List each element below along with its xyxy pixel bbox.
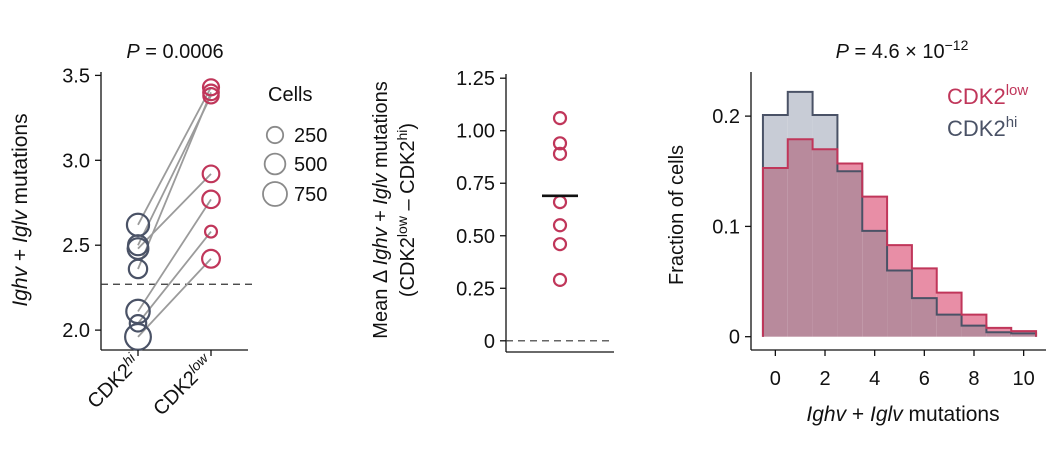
difference-point (552, 111, 568, 126)
pair-line (137, 258, 212, 338)
histogram-outline (761, 90, 1038, 337)
histogram-bar (986, 327, 1012, 333)
difference-point (552, 195, 568, 210)
histogram-overlap-bar (812, 149, 838, 337)
panel-paired-mutations: P = 0.0006 Ighv + Iglv mutations 2.0 2.5 3… (9, 41, 327, 420)
panel3-y-ticks: 0 0.1 0.2 (712, 106, 751, 349)
legend-label: 500 (294, 154, 327, 176)
panel-histogram: P = 4.6 × 10−12 Fraction of cells Ighv +… (666, 37, 1046, 426)
pair-line (137, 86, 212, 226)
y-tick-label: 3.0 (62, 150, 90, 172)
legend-label: 750 (294, 184, 327, 206)
histogram-bar (1011, 331, 1037, 334)
legend-entry-cdk2-hi: CDK2hi (947, 114, 1017, 141)
histogram-bar (911, 268, 937, 299)
x-tick-label: 8 (968, 368, 979, 390)
histogram-bar (961, 314, 987, 326)
hi-point (127, 258, 149, 280)
low-point (201, 78, 221, 97)
legend-marker (265, 125, 285, 145)
panel1-hi-points (124, 212, 152, 351)
y-tick-label: 2.0 (62, 320, 90, 342)
y-tick-label: 0.1 (712, 216, 740, 238)
pair-line (137, 173, 212, 250)
legend-marker (262, 181, 288, 207)
panel1-low-points (201, 78, 221, 269)
x-category-low: CDK2low (147, 349, 218, 420)
histogram-bars (762, 91, 1037, 337)
y-tick-label: 1.25 (456, 68, 495, 90)
histogram-bar (887, 245, 912, 271)
panel1-title: P = 0.0006 (126, 41, 223, 63)
y-tick-label: 2.5 (62, 235, 90, 257)
histogram-overlap-bar (911, 298, 937, 337)
pair-line (137, 198, 212, 312)
legend-title: Cells (268, 84, 312, 106)
x-tick-label: 2 (819, 368, 830, 390)
y-tick-label: 0 (729, 327, 740, 349)
histogram-overlap-bar (862, 230, 888, 337)
y-tick-label: 0.25 (456, 278, 495, 300)
panel2-ylabel-line1: Mean Δ Ighv + Iglv mutations (370, 81, 392, 338)
histogram-overlap-bar (936, 314, 962, 337)
histogram-outline (761, 138, 1038, 337)
histogram-bar (862, 196, 888, 231)
difference-point (552, 237, 568, 252)
panel2-y-ticks: 0 0.25 0.50 0.75 1.00 1.25 (456, 68, 506, 353)
histogram-bar (762, 115, 788, 168)
histogram-bar (787, 91, 813, 140)
panel1-ylabel: Ighv + Iglv mutations (9, 113, 32, 306)
legend-label: 250 (294, 125, 327, 147)
y-tick-label: 0.2 (712, 106, 740, 128)
panel3-ylabel: Fraction of cells (666, 145, 688, 285)
y-tick-label: 3.5 (62, 65, 90, 87)
histogram-bar (936, 292, 962, 315)
histogram-bar (812, 115, 838, 150)
difference-point (552, 272, 568, 287)
x-tick-label: 4 (869, 368, 880, 390)
low-point (201, 164, 221, 184)
panel2-ylabel-line2: (CDK2low – CDK2hi) (394, 123, 419, 297)
histogram-overlap-bar (837, 171, 863, 337)
x-tick-label: 10 (1013, 368, 1035, 390)
pair-line (137, 92, 212, 270)
histogram-overlap-bar (1011, 333, 1037, 337)
low-point (201, 189, 221, 210)
panel-mean-difference: Mean Δ Ighv + Iglv mutations (CDK2low – … (370, 68, 614, 353)
x-tick-label: 0 (770, 368, 781, 390)
x-category-hi: CDK2hi (81, 349, 145, 413)
histogram-overlap-bar (986, 332, 1012, 337)
histogram-overlap-bar (887, 270, 912, 337)
panel1-pair-lines (137, 86, 212, 338)
histogram-overlap-bar (787, 139, 813, 337)
low-point (201, 248, 221, 269)
y-tick-label: 0.50 (456, 226, 495, 248)
panel3-x-ticks: 0 2 4 6 8 10 (770, 350, 1035, 390)
difference-point (552, 218, 568, 233)
x-tick-label: 6 (919, 368, 930, 390)
panel2-points (552, 111, 568, 287)
y-tick-label: 0.75 (456, 173, 495, 195)
low-point (203, 224, 219, 239)
histogram-overlap-bar (961, 325, 987, 337)
low-point (202, 83, 220, 102)
panel1-y-ticks: 2.0 2.5 3.0 3.5 (62, 65, 101, 342)
histogram-overlap-bar (762, 167, 788, 337)
difference-point (552, 146, 568, 161)
legend-entry-cdk2-low: CDK2low (947, 82, 1028, 109)
difference-point (552, 136, 568, 151)
y-tick-label: 1.00 (456, 121, 495, 143)
legend-marker (263, 152, 287, 176)
y-tick-label: 0 (484, 331, 495, 353)
histogram-bar (837, 163, 863, 172)
size-legend: 250 500 750 (262, 125, 327, 207)
panel3-xlabel: Ighv + Iglv mutations (806, 403, 999, 426)
histogram-outlines (761, 90, 1038, 337)
hi-point (128, 314, 148, 333)
hi-point (124, 322, 152, 351)
panel3-title: P = 4.6 × 10−12 (836, 37, 969, 63)
